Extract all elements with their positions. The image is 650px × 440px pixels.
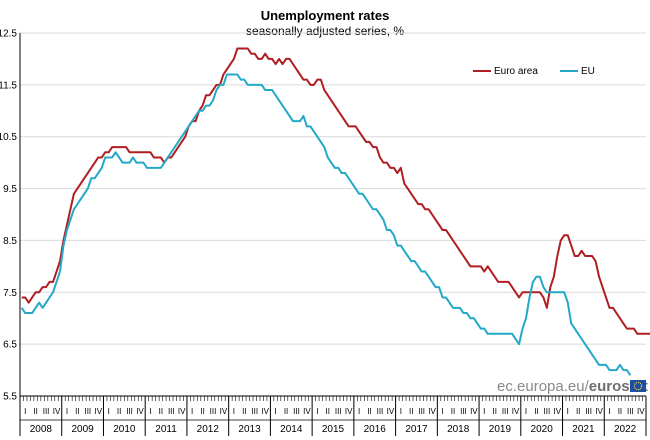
quarter-tick-label: IV — [136, 407, 144, 416]
quarter-tick-label: I — [233, 407, 235, 416]
y-tick-label: 10.5 — [0, 132, 17, 143]
quarter-tick-label: II — [534, 407, 538, 416]
quarter-tick-label: I — [441, 407, 443, 416]
year-tick-label: 2021 — [572, 424, 595, 435]
quarter-tick-label: II — [409, 407, 413, 416]
year-tick-label: 2018 — [447, 424, 470, 435]
quarter-tick-label: III — [502, 407, 509, 416]
quarter-tick-label: IV — [178, 407, 186, 416]
year-tick-label: 2019 — [489, 424, 512, 435]
y-tick-label: 11.5 — [0, 80, 17, 91]
y-tick-label: 6.5 — [3, 340, 17, 351]
quarter-tick-label: II — [576, 407, 580, 416]
quarter-tick-label: IV — [512, 407, 520, 416]
quarter-tick-label: I — [483, 407, 485, 416]
legend: Euro area EU — [473, 66, 595, 77]
quarter-tick-label: IV — [53, 407, 61, 416]
quarter-tick-label: IV — [261, 407, 269, 416]
year-tick-label: 2010 — [113, 424, 136, 435]
quarter-tick-label: III — [460, 407, 467, 416]
y-tick-label: 9.5 — [3, 184, 17, 195]
series-line-1 — [20, 73, 632, 376]
quarter-tick-label: II — [200, 407, 204, 416]
quarter-tick-label: I — [108, 407, 110, 416]
quarter-tick-label: IV — [387, 407, 395, 416]
year-tick-label: 2020 — [531, 424, 554, 435]
quarter-tick-label: I — [66, 407, 68, 416]
chart-title: Unemployment rates — [261, 8, 390, 23]
quarter-tick-label: III — [210, 407, 217, 416]
quarter-tick-label: IV — [303, 407, 311, 416]
quarter-tick-label: I — [567, 407, 569, 416]
quarter-tick-label: I — [149, 407, 151, 416]
year-tick-label: 2013 — [238, 424, 261, 435]
brand-light: ec.europa.eu/ — [497, 378, 590, 395]
quarter-tick-label: II — [618, 407, 622, 416]
year-tick-label: 2009 — [71, 424, 94, 435]
series-lines — [20, 47, 650, 376]
y-tick-label: 5.5 — [3, 392, 17, 403]
quarter-tick-label: III — [627, 407, 634, 416]
quarter-tick-label: II — [284, 407, 288, 416]
quarter-tick-label: IV — [345, 407, 353, 416]
year-tick-label: 2008 — [30, 424, 53, 435]
quarter-tick-label: II — [326, 407, 330, 416]
y-axis: 12.5 11.5 10.5 9.5 8.5 7.5 6.5 5.5 — [0, 29, 21, 403]
year-tick-label: 2016 — [364, 424, 387, 435]
y-tick-label: 12.5 — [0, 29, 17, 40]
quarter-tick-label: III — [335, 407, 342, 416]
legend-label: Euro area — [494, 66, 538, 77]
series-line-0 — [21, 47, 650, 335]
quarter-tick-label: III — [418, 407, 425, 416]
quarter-tick-label: II — [33, 407, 37, 416]
quarter-tick-label: IV — [94, 407, 102, 416]
quarter-tick-label: III — [251, 407, 258, 416]
quarter-tick-label: III — [377, 407, 384, 416]
quarter-tick-label: IV — [637, 407, 645, 416]
quarter-tick-label: III — [84, 407, 91, 416]
quarter-tick-label: II — [492, 407, 496, 416]
quarter-tick-label: II — [117, 407, 121, 416]
year-tick-label: 2017 — [405, 424, 428, 435]
quarter-tick-label: IV — [220, 407, 228, 416]
quarter-tick-label: I — [191, 407, 193, 416]
quarter-tick-label: II — [159, 407, 163, 416]
quarter-tick-label: IV — [554, 407, 562, 416]
eurostat-branding: ec.europa.eu/eurostat — [497, 378, 648, 395]
quarter-tick-label: II — [367, 407, 371, 416]
year-tick-label: 2011 — [155, 424, 177, 435]
quarter-tick-label: III — [168, 407, 175, 416]
quarter-tick-label: II — [451, 407, 455, 416]
quarter-tick-label: I — [316, 407, 318, 416]
y-tick-label: 7.5 — [3, 288, 17, 299]
y-tick-label: 8.5 — [3, 236, 17, 247]
quarter-tick-label: IV — [428, 407, 436, 416]
quarter-tick-label: III — [43, 407, 50, 416]
gridlines — [20, 32, 646, 345]
x-axis: I II III IV I II III IV I II III IV I II III IV I II III IV… — [19, 395, 647, 436]
quarter-tick-label: I — [274, 407, 276, 416]
legend-label: EU — [581, 66, 595, 77]
eu-flag-icon — [630, 380, 646, 392]
quarter-tick-label: III — [293, 407, 300, 416]
year-tick-label: 2022 — [614, 424, 637, 435]
quarter-tick-label: IV — [595, 407, 603, 416]
svg-text:ec.europa.eu/eurostat: ec.europa.eu/eurostat — [497, 378, 648, 395]
quarter-tick-label: II — [75, 407, 79, 416]
quarter-tick-label: I — [24, 407, 26, 416]
quarter-tick-label: I — [525, 407, 527, 416]
year-tick-label: 2012 — [197, 424, 220, 435]
quarter-tick-label: I — [400, 407, 402, 416]
quarter-tick-label: IV — [470, 407, 478, 416]
quarter-tick-label: III — [544, 407, 551, 416]
quarter-tick-label: III — [126, 407, 133, 416]
quarter-tick-label: I — [358, 407, 360, 416]
quarter-tick-label: I — [608, 407, 610, 416]
quarter-tick-label: II — [242, 407, 246, 416]
chart-subtitle: seasonally adjusted series, % — [246, 24, 404, 38]
quarter-tick-label: III — [585, 407, 592, 416]
year-tick-label: 2014 — [280, 424, 303, 435]
year-tick-label: 2015 — [322, 424, 345, 435]
